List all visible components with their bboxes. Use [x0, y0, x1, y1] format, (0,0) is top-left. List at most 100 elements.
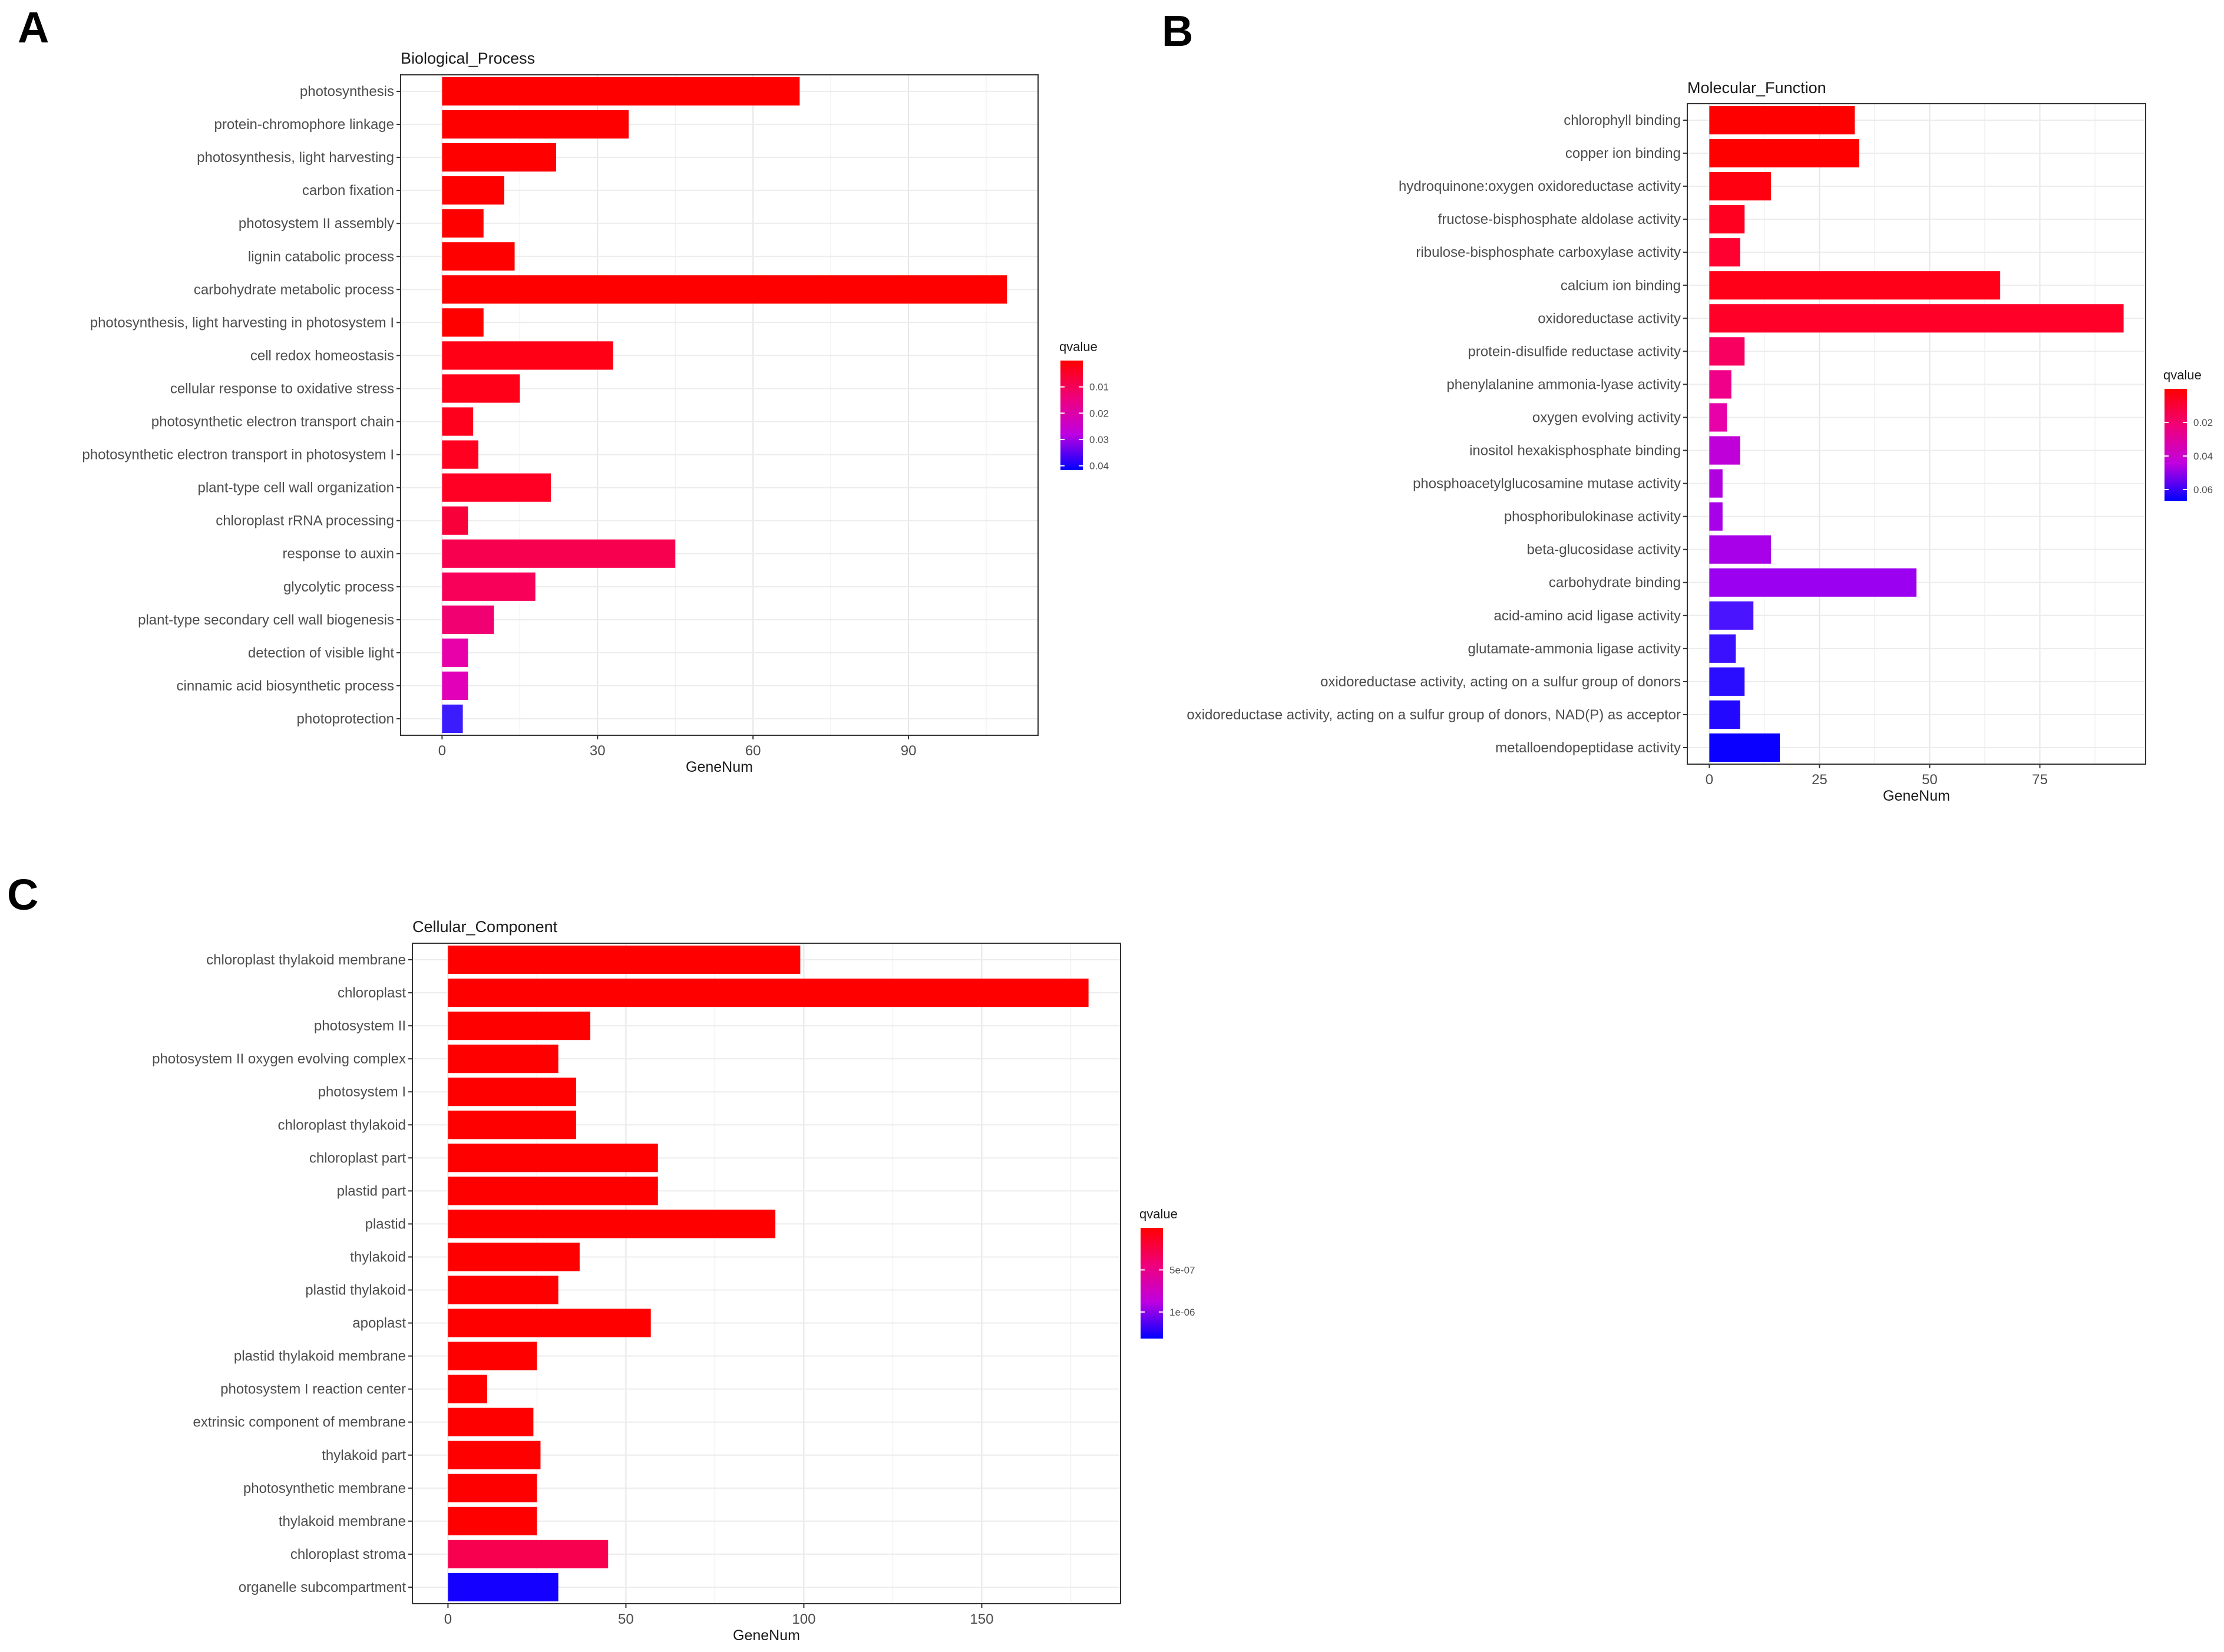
category-label: chloroplast thylakoid: [278, 1117, 406, 1133]
bar: [442, 242, 515, 271]
category-label: glycolytic process: [283, 579, 394, 595]
legend-colorbar: [2164, 389, 2187, 501]
plot-border: [400, 74, 1039, 736]
bar: [1709, 469, 1723, 498]
bar: [1709, 502, 1723, 531]
legend-label: 5e-07: [1169, 1264, 1195, 1276]
category-label: photosynthetic electron transport chain: [151, 414, 394, 430]
category-label: oxidoreductase activity: [1538, 310, 1681, 326]
legend-label: 0.02: [2193, 417, 2213, 428]
x-axis-title: GeneNum: [733, 1627, 800, 1644]
category-label: protein-chromophore linkage: [214, 117, 394, 133]
bar: [448, 1539, 609, 1569]
bar: [1709, 238, 1740, 267]
bar: [1709, 733, 1780, 762]
x-tick-label: 50: [618, 1611, 634, 1627]
bar: [442, 572, 536, 601]
panel-letter-a: A: [18, 3, 49, 52]
category-label: acid-amino acid ligase activity: [1494, 608, 1681, 624]
x-axis-title: GeneNum: [686, 759, 753, 775]
category-label: response to auxin: [283, 546, 394, 562]
bar: [448, 1177, 658, 1205]
bar: [1709, 172, 1772, 201]
legend-title: qvalue: [1139, 1207, 1178, 1221]
category-label: cell redox homeostasis: [250, 348, 394, 364]
x-tick-label: 30: [590, 743, 606, 759]
chart-title: Molecular_Function: [1687, 79, 1826, 97]
category-label: photosynthesis: [300, 84, 394, 100]
category-label: plastid thylakoid: [305, 1283, 406, 1299]
chart-title: Cellular_Component: [412, 918, 558, 936]
category-label: photosystem I reaction center: [220, 1382, 406, 1397]
category-label: phosphoribulokinase activity: [1504, 509, 1681, 525]
plot-panel: [1687, 104, 2146, 764]
chart-cellular-component: Cellular_Component chloroplast thylakoid …: [152, 918, 1195, 1644]
x-tick-label: 50: [1922, 772, 1938, 788]
bar: [442, 407, 474, 436]
category-label: inositol hexakisphosphate binding: [1469, 443, 1681, 459]
bar: [442, 341, 613, 370]
bar: [448, 1440, 541, 1469]
chart-molecular-function: Molecular_Function chlorophyll binding cop…: [1187, 79, 2213, 804]
x-tick-label: 0: [438, 743, 446, 759]
chart-biological-process: Biological_Process photosynthesis protein-…: [82, 49, 1109, 775]
plot-border: [412, 943, 1121, 1604]
category-label: fructose-bisphosphate aldolase activity: [1438, 212, 1681, 227]
category-label: copper ion binding: [1565, 146, 1681, 161]
bar: [448, 1243, 580, 1271]
category-label: cellular response to oxidative stress: [170, 381, 394, 397]
bar: [442, 209, 484, 238]
x-tick-label: 25: [1812, 772, 1828, 788]
bar: [448, 1045, 559, 1073]
panel-letter-c: C: [7, 870, 38, 919]
category-label: lignin catabolic process: [248, 249, 394, 265]
category-label: plastid: [365, 1216, 406, 1232]
bar: [448, 1078, 576, 1106]
bar: [442, 638, 468, 667]
bar: [448, 945, 801, 974]
bar: [442, 539, 676, 568]
bar: [1709, 700, 1740, 729]
x-tick-label: 100: [792, 1611, 815, 1627]
bar: [448, 1309, 651, 1337]
bar: [442, 308, 484, 337]
chart-title: Biological_Process: [401, 49, 535, 67]
bar: [448, 1210, 776, 1238]
legend-label: 0.06: [2193, 484, 2213, 495]
bar: [1709, 535, 1772, 564]
category-label: phosphoacetylglucosamine mutase activity: [1413, 476, 1681, 492]
x-tick-label: 60: [745, 743, 761, 759]
bar: [448, 1506, 537, 1535]
category-label: beta-glucosidase activity: [1527, 542, 1681, 558]
bar: [442, 440, 478, 469]
bar: [1709, 138, 1859, 168]
category-label: photosynthetic electron transport in pho…: [82, 447, 394, 463]
category-label: oxidoreductase activity, acting on a sul…: [1187, 707, 1681, 723]
legend-label: 0.04: [1089, 461, 1109, 472]
category-label: thylakoid part: [322, 1448, 406, 1463]
category-label: photosystem II oxygen evolving complex: [152, 1051, 406, 1067]
bar: [1709, 105, 1855, 135]
panel-letter-b: B: [1162, 6, 1193, 55]
bar: [442, 143, 556, 172]
category-label: hydroquinone:oxygen oxidoreductase activ…: [1399, 179, 1681, 194]
bar: [448, 978, 1089, 1007]
x-tick-label: 75: [2032, 772, 2048, 788]
bar: [1709, 205, 1745, 234]
bar: [442, 110, 629, 139]
category-label: ribulose-bisphosphate carboxylase activi…: [1416, 245, 1681, 260]
category-label: plastid thylakoid membrane: [234, 1349, 406, 1364]
category-label: chlorophyll binding: [1564, 113, 1681, 128]
category-label: thylakoid membrane: [279, 1514, 406, 1529]
legend-label: 0.02: [1089, 408, 1109, 419]
bar: [442, 77, 800, 106]
bar: [1709, 634, 1736, 663]
bar: [448, 1572, 559, 1602]
bar: [448, 1012, 591, 1040]
bar: [1709, 271, 2001, 300]
bar: [442, 704, 463, 734]
bar: [448, 1407, 534, 1436]
category-label: photosystem II: [314, 1018, 406, 1034]
x-axis-title: GeneNum: [1883, 788, 1950, 804]
legend-colorbar: [1060, 361, 1083, 470]
